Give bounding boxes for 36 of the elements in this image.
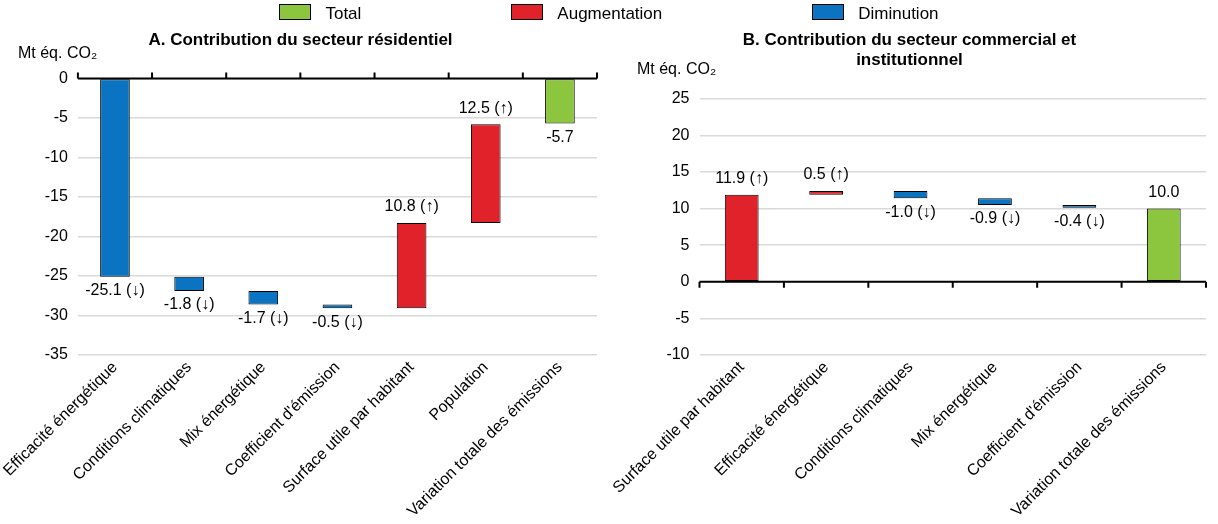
y-tick-label: 20 — [671, 125, 690, 143]
text: 10.0 — [1148, 182, 1180, 200]
y-tick-label: 0 — [58, 68, 68, 86]
text: -1.8 (↓) — [163, 295, 215, 313]
y-tick-label: -30 — [44, 305, 68, 323]
y-tick-label: -25 — [44, 266, 68, 284]
y-axis-title: Mt éq. CO₂ — [637, 60, 717, 78]
y-tick-label: 5 — [680, 235, 690, 253]
text: 0.5 (↑) — [803, 165, 849, 183]
y-tick-label: 0 — [680, 272, 690, 290]
y-tick-label: 10 — [671, 198, 690, 216]
text: -1.7 (↓) — [237, 308, 289, 326]
text: -5.7 — [546, 127, 574, 145]
legend-label: Total — [325, 4, 362, 23]
y-tick-label: -35 — [44, 345, 68, 363]
text: -0.5 (↓) — [312, 312, 363, 330]
y-tick-label: -10 — [666, 345, 690, 363]
y-axis-title: Mt éq. CO₂ — [18, 44, 98, 62]
y-tick-label: 15 — [671, 162, 690, 180]
y-tick-label: -10 — [44, 147, 68, 165]
chart-title: A. Contribution du secteur résidentiel — [148, 29, 453, 49]
y-tick-label: -15 — [44, 187, 68, 205]
chart-title: B. Contribution du secteur commercial et institutionnel — [742, 29, 1077, 70]
legend-label: Augmentation — [557, 4, 663, 23]
text: -0.4 (↓) — [1054, 212, 1105, 230]
text: 12.5 (↑) — [458, 98, 513, 116]
text: -1.0 (↓) — [885, 202, 936, 220]
text: -25.1 (↓) — [85, 281, 145, 299]
y-tick-label: -20 — [44, 226, 68, 244]
text: 10.8 (↑) — [384, 197, 439, 215]
legend-label: Diminution — [858, 4, 939, 23]
y-tick-label: -5 — [675, 308, 690, 326]
text: 11.9 (↑) — [715, 169, 769, 187]
text: -0.9 (↓) — [969, 209, 1021, 227]
y-tick-label: 25 — [671, 89, 690, 107]
y-tick-label: -5 — [53, 108, 68, 126]
